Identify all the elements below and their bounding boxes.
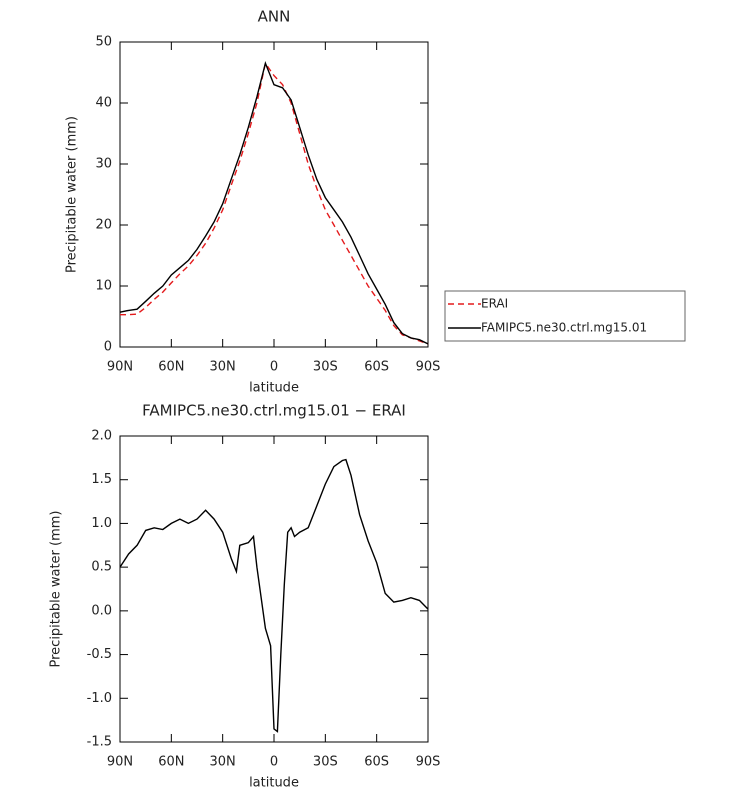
chart-title: FAMIPC5.ne30.ctrl.mg15.01 − ERAI [142, 402, 406, 420]
legend-label: ERAI [481, 297, 508, 311]
y-tick-label: -1.5 [87, 735, 112, 750]
x-tick-label: 30S [313, 755, 338, 770]
y-tick-label: -1.0 [87, 691, 112, 706]
y-tick-label: 50 [95, 35, 112, 50]
y-axis-label: Precipitable water (mm) [65, 116, 80, 273]
y-tick-label: -0.5 [87, 647, 112, 662]
x-axis-label: latitude [249, 776, 299, 791]
y-tick-label: 40 [95, 96, 112, 111]
x-tick-label: 60S [364, 755, 389, 770]
data-line [119, 458, 429, 733]
y-axis-label: Precipitable water (mm) [49, 511, 64, 668]
x-tick-label: 30S [313, 360, 338, 375]
x-tick-label: 30N [210, 360, 236, 375]
legend-label: FAMIPC5.ne30.ctrl.mg15.01 [481, 321, 647, 335]
data-line [119, 61, 429, 345]
y-tick-label: 10 [95, 279, 112, 294]
x-tick-label: 90N [107, 755, 133, 770]
data-line [120, 61, 429, 345]
y-tick-label: 1.0 [91, 516, 112, 531]
x-tick-label: 90S [416, 360, 441, 375]
y-tick-label: 20 [95, 218, 112, 233]
y-tick-label: 30 [95, 157, 112, 172]
y-tick-label: 2.0 [91, 429, 112, 444]
x-tick-label: 90S [416, 755, 441, 770]
y-tick-label: 0.0 [91, 603, 112, 618]
chart-title: ANN [258, 8, 291, 26]
plot-frame [119, 41, 429, 348]
y-tick-label: 0.5 [91, 560, 112, 575]
y-tick-label: 0 [104, 340, 112, 355]
x-tick-label: 0 [270, 360, 278, 375]
legend-box [444, 290, 686, 342]
x-tick-label: 90N [107, 360, 133, 375]
x-tick-label: 0 [270, 755, 278, 770]
x-axis-label: latitude [249, 381, 299, 396]
x-tick-label: 60N [158, 755, 184, 770]
plot-frame [119, 435, 429, 743]
y-tick-label: 1.5 [91, 472, 112, 487]
x-tick-label: 60N [158, 360, 184, 375]
x-tick-label: 60S [364, 360, 389, 375]
x-tick-label: 30N [210, 755, 236, 770]
